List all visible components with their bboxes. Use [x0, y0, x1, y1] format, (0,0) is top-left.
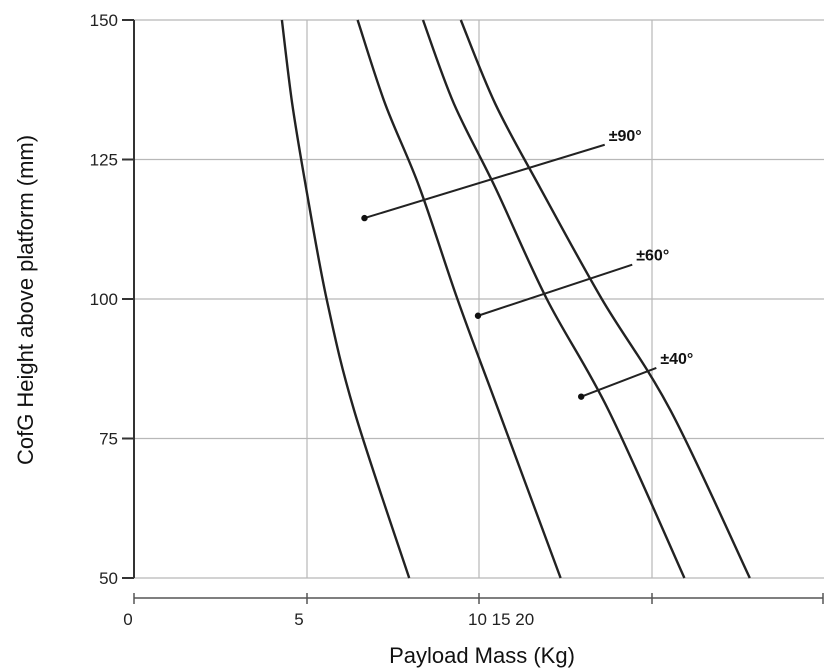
annotation-leader: [580, 367, 657, 398]
y-tick-label: 150: [90, 11, 118, 30]
series-line-3: [421, 19, 686, 579]
annotation-label: ±90°: [609, 128, 642, 145]
series-line-2: [356, 19, 562, 579]
ticks: 50 75 100 125 150 0 5 10 15 20: [90, 11, 824, 629]
x-tick-label: 0: [123, 610, 132, 629]
annotation-leader: [364, 143, 606, 220]
annotation-label: ±60°: [636, 248, 669, 265]
y-tick-label: 100: [90, 290, 118, 309]
annotation-dot: [578, 393, 585, 400]
annotations: ±90° ±60° ±40°: [361, 128, 693, 400]
y-tick-label: 50: [99, 569, 118, 588]
grid: [134, 19, 824, 579]
annotation-leader: [477, 263, 633, 317]
annotation-label: ±40°: [660, 351, 693, 368]
series-group: [280, 19, 751, 579]
y-axis-title: CofG Height above platform (mm): [13, 135, 38, 465]
series-line-1: [280, 19, 411, 579]
x-tick-label: 5: [294, 610, 303, 629]
annotation-dot: [474, 312, 482, 319]
y-tick-label: 75: [99, 430, 118, 449]
x-tick-label: 10 15 20: [468, 610, 534, 629]
x-axis-title: Payload Mass (Kg): [389, 643, 575, 668]
annotation-dot: [361, 214, 368, 222]
y-tick-label: 125: [90, 151, 118, 170]
series-line-4: [459, 19, 751, 579]
